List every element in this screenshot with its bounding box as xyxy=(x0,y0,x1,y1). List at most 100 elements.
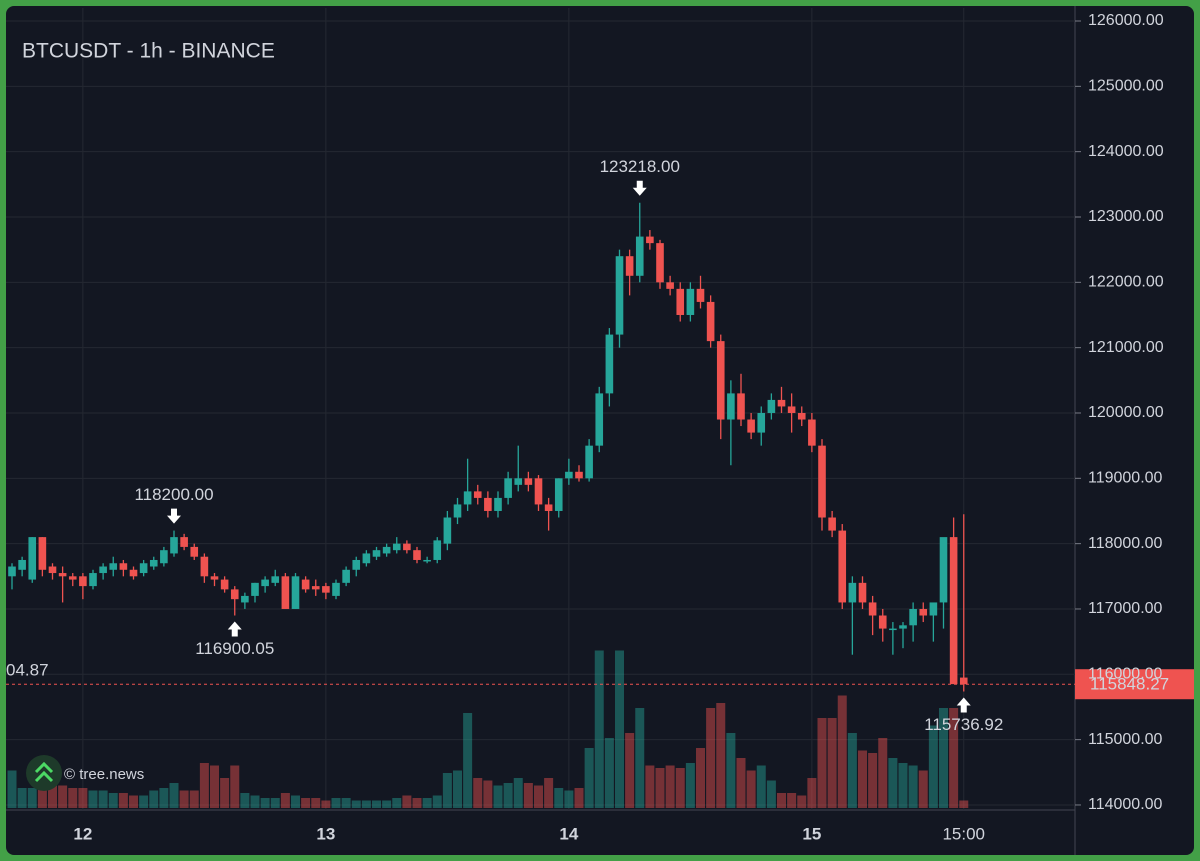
volume-bar xyxy=(513,778,523,808)
candle-body xyxy=(919,608,928,616)
volume-bar xyxy=(7,770,17,808)
x-tick-label: 14 xyxy=(559,824,578,843)
annotation-arrow xyxy=(632,180,647,196)
volume-bar xyxy=(179,790,189,808)
volume-bar xyxy=(68,788,78,808)
volume-bar xyxy=(311,798,321,808)
volume-bar xyxy=(534,785,543,808)
candle-body xyxy=(676,288,685,315)
volume-bar xyxy=(584,748,594,808)
volume-bar xyxy=(280,793,290,808)
annotation-label: 115736.92 xyxy=(924,715,1003,734)
volume-bar xyxy=(868,753,878,808)
volume-bar xyxy=(149,790,159,808)
candle-body xyxy=(109,563,118,570)
grid xyxy=(6,8,1081,810)
volume-bar xyxy=(270,798,280,808)
candle-body xyxy=(757,412,766,433)
volume xyxy=(7,650,969,808)
candle-body xyxy=(18,559,26,570)
volume-bar xyxy=(807,778,817,808)
candle-body xyxy=(585,445,593,479)
volume-bar xyxy=(139,795,149,808)
volume-bar xyxy=(372,800,381,808)
volume-bar xyxy=(655,768,665,808)
volume-bar xyxy=(847,733,857,808)
volume-bar xyxy=(189,790,199,808)
volume-bar xyxy=(382,800,392,808)
volume-bar xyxy=(58,785,68,808)
candle-body xyxy=(666,282,674,289)
candle-body xyxy=(797,412,806,420)
candle-body xyxy=(180,537,188,547)
candle-body xyxy=(899,625,907,629)
volume-bar xyxy=(645,765,655,808)
volume-bar xyxy=(949,708,959,808)
volume-bar xyxy=(797,795,807,808)
volume-bar xyxy=(483,780,493,808)
volume-bar xyxy=(108,793,118,808)
volume-bar xyxy=(908,765,918,808)
volume-bar xyxy=(746,770,756,808)
candle-body xyxy=(828,517,836,531)
volume-bar xyxy=(554,788,564,808)
candle-body xyxy=(89,573,97,587)
annotation-arrow xyxy=(167,508,181,524)
volume-bar xyxy=(291,795,300,808)
candle-body xyxy=(858,582,867,603)
candle-body xyxy=(625,256,634,276)
y-tick-label: 123000.00 xyxy=(1088,208,1164,225)
annotation-label: 123218.00 xyxy=(600,157,680,176)
volume-bar xyxy=(17,788,27,808)
volume-bar xyxy=(48,783,57,808)
volume-bar xyxy=(402,795,412,808)
candle-body xyxy=(271,576,280,583)
candle-body xyxy=(79,576,87,587)
candle-body xyxy=(99,566,107,574)
candle-body xyxy=(129,569,138,577)
volume-bar xyxy=(250,795,260,808)
candle-body xyxy=(281,576,290,609)
candle-body xyxy=(58,573,67,577)
y-tick-label: 122000.00 xyxy=(1088,274,1164,291)
volume-bar xyxy=(331,798,341,808)
volume-bar xyxy=(169,783,179,808)
volume-bar xyxy=(817,718,827,808)
candle-body xyxy=(929,602,938,616)
y-tick-label: 120000.00 xyxy=(1088,404,1164,421)
candle-body xyxy=(149,559,158,567)
volume-bar xyxy=(837,695,847,808)
volume-bar xyxy=(888,758,898,808)
volume-bar xyxy=(240,793,250,808)
volume-bar xyxy=(493,785,503,808)
candle-body xyxy=(646,236,654,244)
volume-bar xyxy=(939,708,948,808)
volume-bar xyxy=(736,758,746,808)
candle-body xyxy=(787,406,796,413)
overlay: 118200.00 116900.05 123218.00 115736.92 1158… xyxy=(6,157,1194,734)
x-tick-label: 15:00 xyxy=(942,824,985,843)
candle-body xyxy=(332,582,340,596)
volume-bar xyxy=(442,773,452,808)
candle-body xyxy=(534,478,543,505)
volume-bar xyxy=(473,778,483,808)
volume-bar xyxy=(766,780,776,808)
volume-bar xyxy=(37,788,47,808)
candle-body xyxy=(38,537,47,570)
volume-bar xyxy=(918,770,928,808)
volume-bar xyxy=(726,733,736,808)
candle-body xyxy=(423,559,431,562)
y-tick-label: 126000.00 xyxy=(1088,12,1164,29)
volume-bar xyxy=(706,708,716,808)
candle-body xyxy=(959,677,968,685)
candle-body xyxy=(403,543,411,551)
volume-bar xyxy=(392,798,402,808)
volume-bar xyxy=(827,718,837,808)
current-price-label: 115848.27 xyxy=(1090,675,1169,694)
candle-body xyxy=(777,399,786,407)
candle-body xyxy=(160,550,168,564)
volume-bar xyxy=(351,800,361,808)
volume-bar xyxy=(635,708,645,808)
volume-bar xyxy=(503,783,513,808)
